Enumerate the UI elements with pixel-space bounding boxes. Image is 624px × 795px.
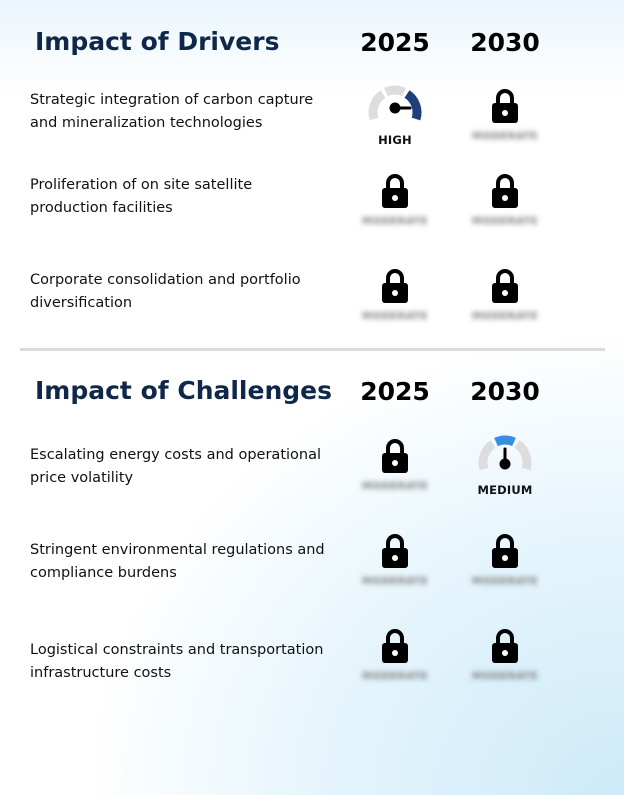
challenge-row-1-label: Escalating energy costs and operational … xyxy=(30,447,322,486)
blurred-impact-text: MODERATE xyxy=(472,576,538,587)
challenges-year-2025-header: 2025 xyxy=(360,377,430,406)
challenge-row-1-2025-cell[interactable]: MODERATE xyxy=(340,437,450,515)
lock-icon xyxy=(492,534,518,568)
blurred-impact-text: MODERATE xyxy=(362,576,428,587)
driver-row-2-2025-cell[interactable]: MODERATE xyxy=(340,172,450,250)
lock-icon xyxy=(382,534,408,568)
lock-icon xyxy=(492,629,518,663)
challenge-row-1-2030-cell: MEDIUM xyxy=(450,430,560,508)
blurred-impact-text: MODERATE xyxy=(362,311,428,322)
driver-row-3-2030-cell[interactable]: MODERATE xyxy=(450,267,560,345)
driver-row-2-label: Proliferation of on site satellite produ… xyxy=(30,177,253,216)
challenge-row-2-2030-cell[interactable]: MODERATE xyxy=(450,532,560,610)
blurred-impact-text: MODERATE xyxy=(362,216,428,227)
challenge-row-1-2030-level-label: MEDIUM xyxy=(477,483,533,497)
challenge-row-3-2030-cell[interactable]: MODERATE xyxy=(450,627,560,705)
driver-row-3-label: Corporate consolidation and portfolio di… xyxy=(30,272,301,311)
lock-icon xyxy=(382,269,408,303)
blurred-impact-text: MODERATE xyxy=(472,216,538,227)
driver-row-1-label: Strategic integration of carbon capture … xyxy=(30,92,314,131)
drivers-year-2025-header: 2025 xyxy=(360,28,430,57)
driver-row-3-2025-cell[interactable]: MODERATE xyxy=(340,267,450,345)
blurred-impact-text: MODERATE xyxy=(472,671,538,682)
blurred-impact-text: MODERATE xyxy=(472,311,538,322)
lock-icon xyxy=(382,439,408,473)
lock-icon xyxy=(382,174,408,208)
challenge-row-3-label: Logistical constraints and transportatio… xyxy=(30,642,324,681)
lock-icon xyxy=(492,269,518,303)
challenge-row-2-label: Stringent environmental regulations and … xyxy=(30,542,325,581)
driver-row-1-2025-cell: HIGH xyxy=(340,80,450,158)
driver-row-1-2025-level-label: HIGH xyxy=(378,133,412,147)
blurred-impact-text: MODERATE xyxy=(362,671,428,682)
challenge-row-3-2025-cell[interactable]: MODERATE xyxy=(340,627,450,705)
blurred-impact-text: MODERATE xyxy=(472,131,538,142)
high-gauge-icon xyxy=(368,85,422,121)
driver-row-1-2030-cell[interactable]: MODERATE xyxy=(450,87,560,165)
medium-gauge-icon xyxy=(478,435,532,471)
blurred-impact-text: MODERATE xyxy=(362,481,428,492)
drivers-year-2030-header: 2030 xyxy=(470,28,540,57)
challenge-row-2-2025-cell[interactable]: MODERATE xyxy=(340,532,450,610)
lock-icon xyxy=(492,174,518,208)
lock-icon xyxy=(492,89,518,123)
section-divider xyxy=(20,348,605,351)
challenges-year-2030-header: 2030 xyxy=(470,377,540,406)
lock-icon xyxy=(382,629,408,663)
drivers-section-title: Impact of Drivers xyxy=(35,27,280,56)
challenges-section-title: Impact of Challenges xyxy=(35,376,332,405)
driver-row-2-2030-cell[interactable]: MODERATE xyxy=(450,172,560,250)
